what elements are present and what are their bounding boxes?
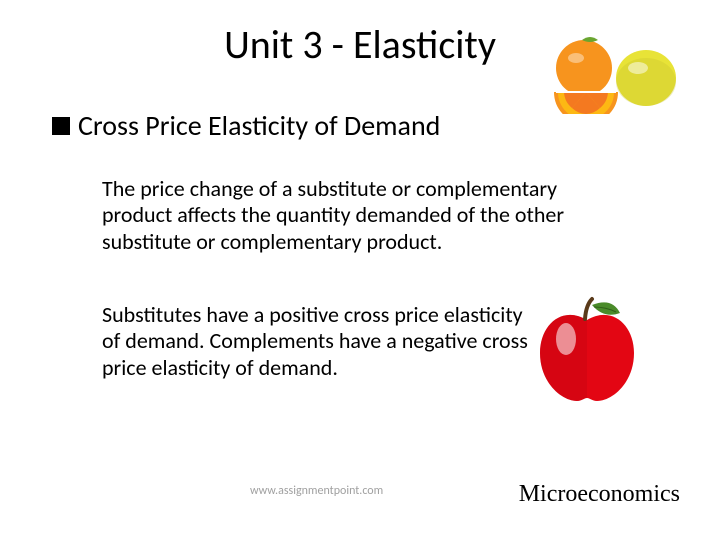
citrus-icon — [538, 34, 678, 114]
subtitle-text: Cross Price Elasticity of Demand — [78, 108, 440, 143]
subtitle-row: Cross Price Elasticity of Demand — [52, 108, 440, 143]
body-paragraph-2: Substitutes have a positive cross price … — [102, 302, 532, 381]
apple-icon — [532, 295, 642, 405]
footer-url: www.assignmentpoint.com — [250, 484, 383, 498]
slide-container: Unit 3 - Elasticity Cross Price Elastici… — [0, 0, 720, 540]
body-paragraph-1: The price change of a substitute or comp… — [102, 176, 622, 255]
footer-topic: Microeconomics — [519, 481, 680, 508]
bullet-square-icon — [52, 117, 70, 135]
